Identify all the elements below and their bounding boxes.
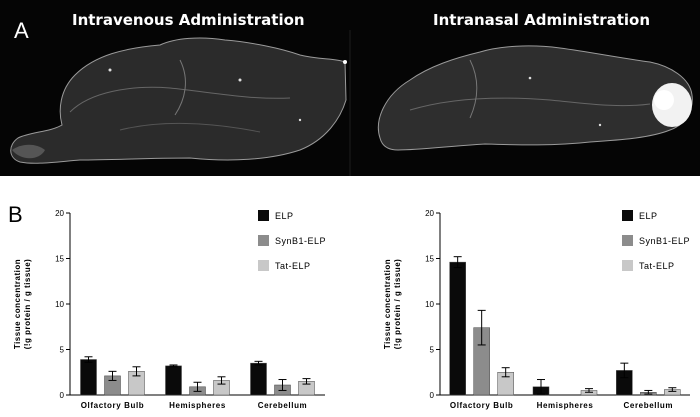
panel-a-label: A (14, 18, 29, 43)
chart-intranasal: 0 5 10 15 20 Tissue concentration (!g protein … (350, 200, 695, 417)
y-tick-label: 10 (55, 300, 64, 309)
legend-swatch (622, 260, 633, 271)
intravenous-title: Intravenous Administration (72, 11, 305, 29)
bar (449, 261, 466, 396)
panel-a-images: Intravenous Administration Intranasal Ad… (0, 0, 700, 176)
panel-b-label: B (8, 202, 23, 227)
bar-chart-intranasal-svg: 0 5 10 15 20 Tissue concentration (!g protein … (383, 209, 690, 410)
y-tick-label: 10 (425, 300, 434, 309)
legend-swatch (622, 210, 633, 221)
y-tick-label: 5 (60, 346, 65, 355)
bar-chart-intravenous-svg: 0 5 10 15 20 Tissue concentration (!g protein … (13, 209, 326, 410)
legend-label: SynB1-ELP (275, 236, 326, 246)
legend-label: ELP (275, 211, 294, 221)
legend-swatch (622, 235, 633, 246)
y-tick-label: 15 (425, 255, 434, 264)
intravenous-brain-section (10, 37, 347, 164)
legend-label: ELP (639, 211, 658, 221)
y-axis-label: Tissue concentration (383, 259, 392, 349)
y-axis-label-units: (!g protein / g tissue) (393, 259, 402, 350)
x-tick-label: Hemispheres (169, 401, 226, 410)
legend-swatch (258, 235, 269, 246)
y-tick-label: 20 (425, 209, 434, 218)
y-tick-label: 0 (430, 391, 435, 400)
y-tick-label: 0 (60, 391, 65, 400)
x-tick-label: Olfactory Bulb (81, 401, 145, 410)
legend-label: Tat-ELP (639, 261, 675, 271)
y-tick-label: 20 (55, 209, 64, 218)
bar (250, 362, 267, 396)
intranasal-title: Intranasal Administration (433, 11, 651, 29)
legend-swatch (258, 210, 269, 221)
x-tick-label: Cerebellum (624, 401, 674, 410)
legend-swatch (258, 260, 269, 271)
intranasal-brain-section (377, 45, 693, 151)
y-tick-label: 5 (430, 346, 435, 355)
chart-intravenous: 0 5 10 15 20 Tissue concentration (!g protein … (0, 200, 345, 417)
y-axis-label-units: (!g protein / g tissue) (23, 259, 32, 350)
x-tick-label: Olfactory Bulb (450, 401, 514, 410)
x-tick-label: Cerebellum (258, 401, 308, 410)
y-axis-label: Tissue concentration (13, 259, 22, 349)
x-tick-label: Hemispheres (537, 401, 594, 410)
legend-label: Tat-ELP (275, 261, 311, 271)
bar (165, 365, 182, 396)
legend-label: SynB1-ELP (639, 236, 690, 246)
brain-sections-image (0, 0, 700, 176)
bar (80, 359, 97, 396)
y-tick-label: 15 (55, 255, 64, 264)
